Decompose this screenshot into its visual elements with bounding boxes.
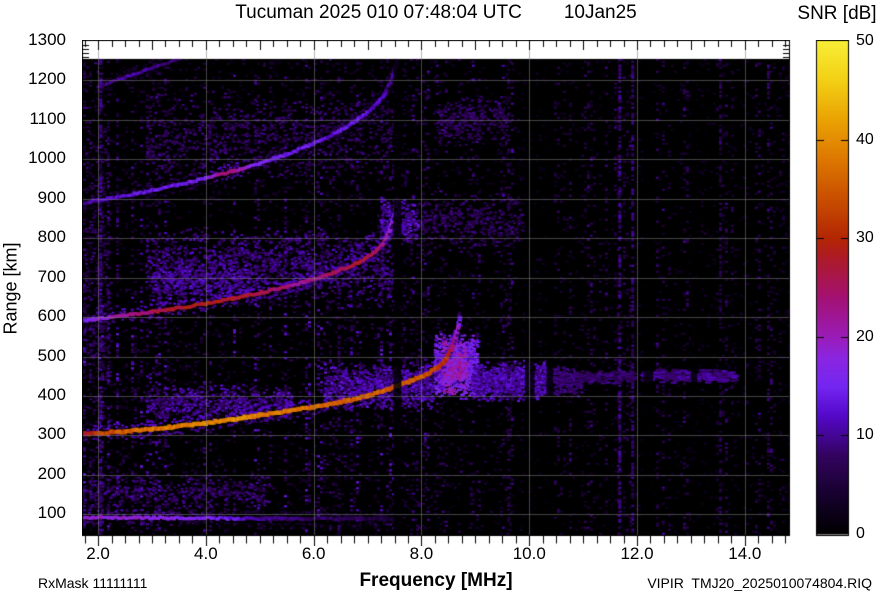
y-tick-label: 400: [37, 384, 66, 404]
ionogram-plot-canvas: [82, 40, 791, 546]
y-tick-label: 1200: [28, 69, 66, 89]
y-tick-label: 300: [37, 424, 66, 444]
title-row: Tucuman 2025 010 07:48:04 UTC 10Jan25: [82, 2, 790, 24]
y-tick-label: 1100: [29, 108, 66, 128]
y-tick-label: 1300: [28, 30, 66, 49]
y-tick-label: 100: [37, 503, 66, 523]
y-tick-label: 700: [37, 266, 66, 286]
x-tick-label: 10.0: [512, 544, 546, 563]
title-date: 10Jan25: [563, 2, 637, 23]
colorbar-title: SNR [dB]: [797, 3, 877, 24]
colorbar-tick-label: 0: [856, 525, 865, 542]
y-tick-label: 200: [37, 463, 66, 483]
page-title: Tucuman 2025 010 07:48:04 UTC: [235, 2, 522, 23]
y-tick-label: 1000: [28, 148, 66, 168]
y-tick-label: 500: [37, 345, 66, 365]
colorbar-tick-label: 10: [856, 426, 874, 444]
y-tick-label: 900: [37, 187, 66, 207]
x-tick-label: 2.0: [86, 544, 110, 563]
rxmask-label: RxMask 11111111: [38, 575, 148, 591]
x-tick-label: 8.0: [409, 544, 434, 563]
x-tick-label: 6.0: [301, 544, 326, 563]
data-file-label: VIPIR TMJ20_2025010074804.RIQ: [647, 575, 872, 591]
y-tick-label: 800: [37, 227, 66, 247]
colorbar-tick-label: 30: [856, 229, 874, 247]
y-tick-label: 600: [37, 306, 66, 326]
colorbar-tick-label: 50: [856, 32, 874, 49]
x-axis-label: Frequency [MHz]: [359, 570, 513, 591]
x-tick-label: 12.0: [620, 544, 654, 563]
x-tick-label: 4.0: [194, 544, 218, 563]
x-tick-label: 14.0: [728, 544, 762, 563]
colorbar-tick-label: 20: [856, 327, 874, 345]
colorbar-tick-label: 40: [856, 130, 874, 148]
colorbar: [815, 40, 852, 546]
